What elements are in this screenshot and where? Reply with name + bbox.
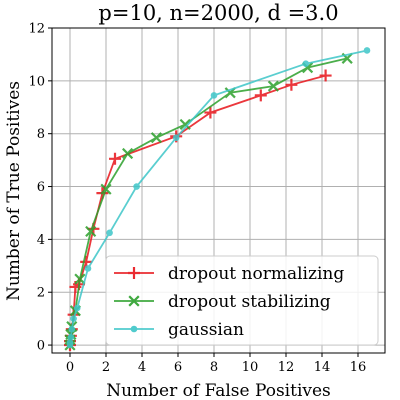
- data-point: [285, 78, 298, 91]
- chart-title: p=10, n=2000, d =3.0: [98, 1, 338, 25]
- legend: dropout normalizing dropout stabilizing ga…: [105, 255, 379, 346]
- legend-label: gaussian: [168, 320, 244, 340]
- y-tick-label: 0: [37, 339, 45, 354]
- data-point: [74, 273, 86, 285]
- data-point: [84, 265, 92, 272]
- data-point: [133, 183, 140, 190]
- y-tick-label: 10: [28, 74, 45, 89]
- x-tick-label: 12: [278, 360, 295, 375]
- plot-frame: [51, 27, 386, 354]
- x-tick-label: 8: [210, 360, 218, 375]
- data-point: [363, 47, 371, 54]
- data-point: [267, 80, 279, 92]
- axis-ticks: 0 2 4 6 8 10 12 14 16 0 2 4 6 8 10 12: [28, 22, 366, 376]
- data-point: [73, 304, 81, 312]
- data-point: [254, 89, 267, 102]
- data-point: [122, 147, 134, 160]
- legend-swatch-marker: [128, 267, 140, 279]
- data-point: [210, 92, 218, 99]
- data-point: [70, 315, 77, 322]
- legend-item-dropout-stabilizing: [114, 295, 154, 307]
- y-tick-label: 8: [37, 127, 45, 142]
- y-tick-label: 2: [37, 286, 45, 301]
- x-tick-label: 4: [138, 360, 146, 375]
- legend-label: dropout normalizing: [168, 264, 344, 284]
- data-point: [302, 60, 310, 67]
- x-tick-label: 0: [66, 360, 74, 375]
- series-gaussian: [66, 47, 371, 349]
- series-layer: [64, 47, 371, 352]
- data-point: [179, 118, 191, 131]
- x-tick-label: 2: [102, 360, 110, 375]
- legend-box: [105, 255, 379, 346]
- data-point: [85, 225, 97, 238]
- y-tick-label: 6: [37, 180, 45, 195]
- data-point: [204, 106, 217, 119]
- x-tick-label: 14: [314, 360, 331, 375]
- legend-label: dropout stabilizing: [168, 292, 331, 312]
- x-tick-label: 16: [350, 360, 367, 375]
- legend-swatch-marker: [128, 295, 140, 307]
- legend-item-gaussian: [114, 325, 154, 333]
- legend-swatch-marker: [130, 325, 138, 333]
- data-point: [150, 132, 162, 144]
- data-point: [109, 152, 121, 165]
- data-point: [106, 229, 113, 237]
- x-tick-label: 10: [242, 360, 259, 375]
- y-tick-label: 12: [28, 22, 45, 37]
- x-tick-label: 6: [174, 360, 182, 375]
- x-axis-label: Number of False Positives: [106, 381, 331, 400]
- data-point: [319, 69, 332, 82]
- legend-item-dropout-normalizing: [114, 267, 154, 279]
- data-point: [172, 134, 180, 141]
- data-point: [68, 325, 76, 333]
- data-point: [66, 339, 74, 346]
- y-axis-label: Number of True Positives: [4, 81, 24, 301]
- data-point: [100, 183, 112, 195]
- data-point: [67, 333, 75, 341]
- y-tick-label: 4: [37, 233, 45, 248]
